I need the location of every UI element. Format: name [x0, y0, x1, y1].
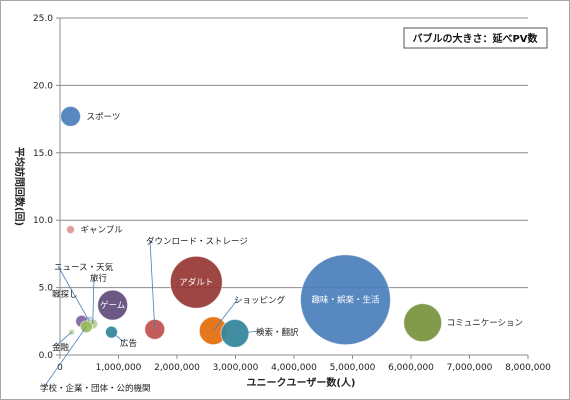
- bubble-label: ショッピング: [234, 295, 286, 306]
- leader-line: [92, 276, 95, 325]
- x-tick-label: 8,000,000: [505, 363, 551, 373]
- gridlines: [60, 17, 528, 289]
- x-tick-labels: 0 1,000,000 2,000,000 3,000,000 4,000,000 5,0…: [57, 363, 551, 373]
- bubble-label: 広告: [120, 338, 137, 349]
- bubble: [299, 254, 391, 346]
- bubble-label: 旅行: [90, 273, 108, 284]
- bubble-label: ダウンロード・ストレージ: [146, 236, 248, 247]
- bubble-label: ゲーム: [100, 300, 125, 311]
- x-tick-label: 5,000,000: [330, 363, 376, 373]
- size-legend-text: バブルの大きさ：延べPV数: [412, 32, 538, 45]
- bubble-label: コミュニケーション: [447, 319, 523, 329]
- bubble: [60, 105, 82, 127]
- x-tick-label: 6,000,000: [388, 363, 434, 373]
- x-axis-title: ユニークユーザー数(人): [247, 376, 356, 389]
- bubble-label: ニュース・天気: [54, 262, 114, 273]
- leader-line: [43, 326, 87, 388]
- leader-lines: [43, 239, 261, 388]
- leader-line: [149, 239, 156, 330]
- leader-line: [111, 331, 125, 343]
- bubble: [66, 225, 76, 235]
- bubble-label: 趣味・娯楽・生活: [311, 295, 380, 306]
- bubble-label: 検索・翻訳: [256, 327, 299, 338]
- x-tick-label: 2,000,000: [154, 363, 200, 373]
- bubble-label: スポーツ: [87, 112, 121, 122]
- x-tick-label: 7,000,000: [447, 363, 493, 373]
- bubble: [169, 255, 223, 309]
- x-tick-label: 0: [57, 363, 63, 373]
- y-tick-label: 25.0: [33, 14, 53, 24]
- size-legend-box: [403, 27, 548, 49]
- y-tick-label: 5.0: [39, 284, 54, 294]
- x-tick-label: 3,000,000: [213, 363, 259, 373]
- y-tick-label: 0.0: [39, 351, 54, 361]
- bubble: [97, 289, 129, 321]
- y-tick-labels: 0.0 5.0 10.0 15.0 20.0 25.0: [33, 14, 53, 361]
- bubble-label: アダルト: [179, 277, 213, 288]
- y-tick-label: 10.0: [33, 216, 53, 226]
- y-tick-label: 15.0: [33, 149, 53, 159]
- bubble-label: 職探し: [52, 289, 78, 300]
- axes: [56, 17, 529, 359]
- bubble-label: 学校・企業・団体・公的機関: [40, 383, 151, 394]
- bubble: [403, 303, 443, 343]
- size-legend: バブルの大きさ：延べPV数: [403, 27, 548, 49]
- bubble-label: 金融: [52, 342, 70, 353]
- leader-line: [57, 265, 90, 322]
- y-tick-label: 20.0: [33, 81, 53, 91]
- bubbles: [60, 105, 443, 348]
- x-tick-label: 4,000,000: [271, 363, 317, 373]
- leader-line: [212, 298, 239, 331]
- x-tick-label: 1,000,000: [96, 363, 142, 373]
- leader-line: [55, 331, 72, 347]
- y-axis-title: 平均訪問回数(回): [13, 147, 26, 226]
- bubble-label: ギャンブル: [81, 225, 124, 236]
- leader-line: [234, 330, 261, 334]
